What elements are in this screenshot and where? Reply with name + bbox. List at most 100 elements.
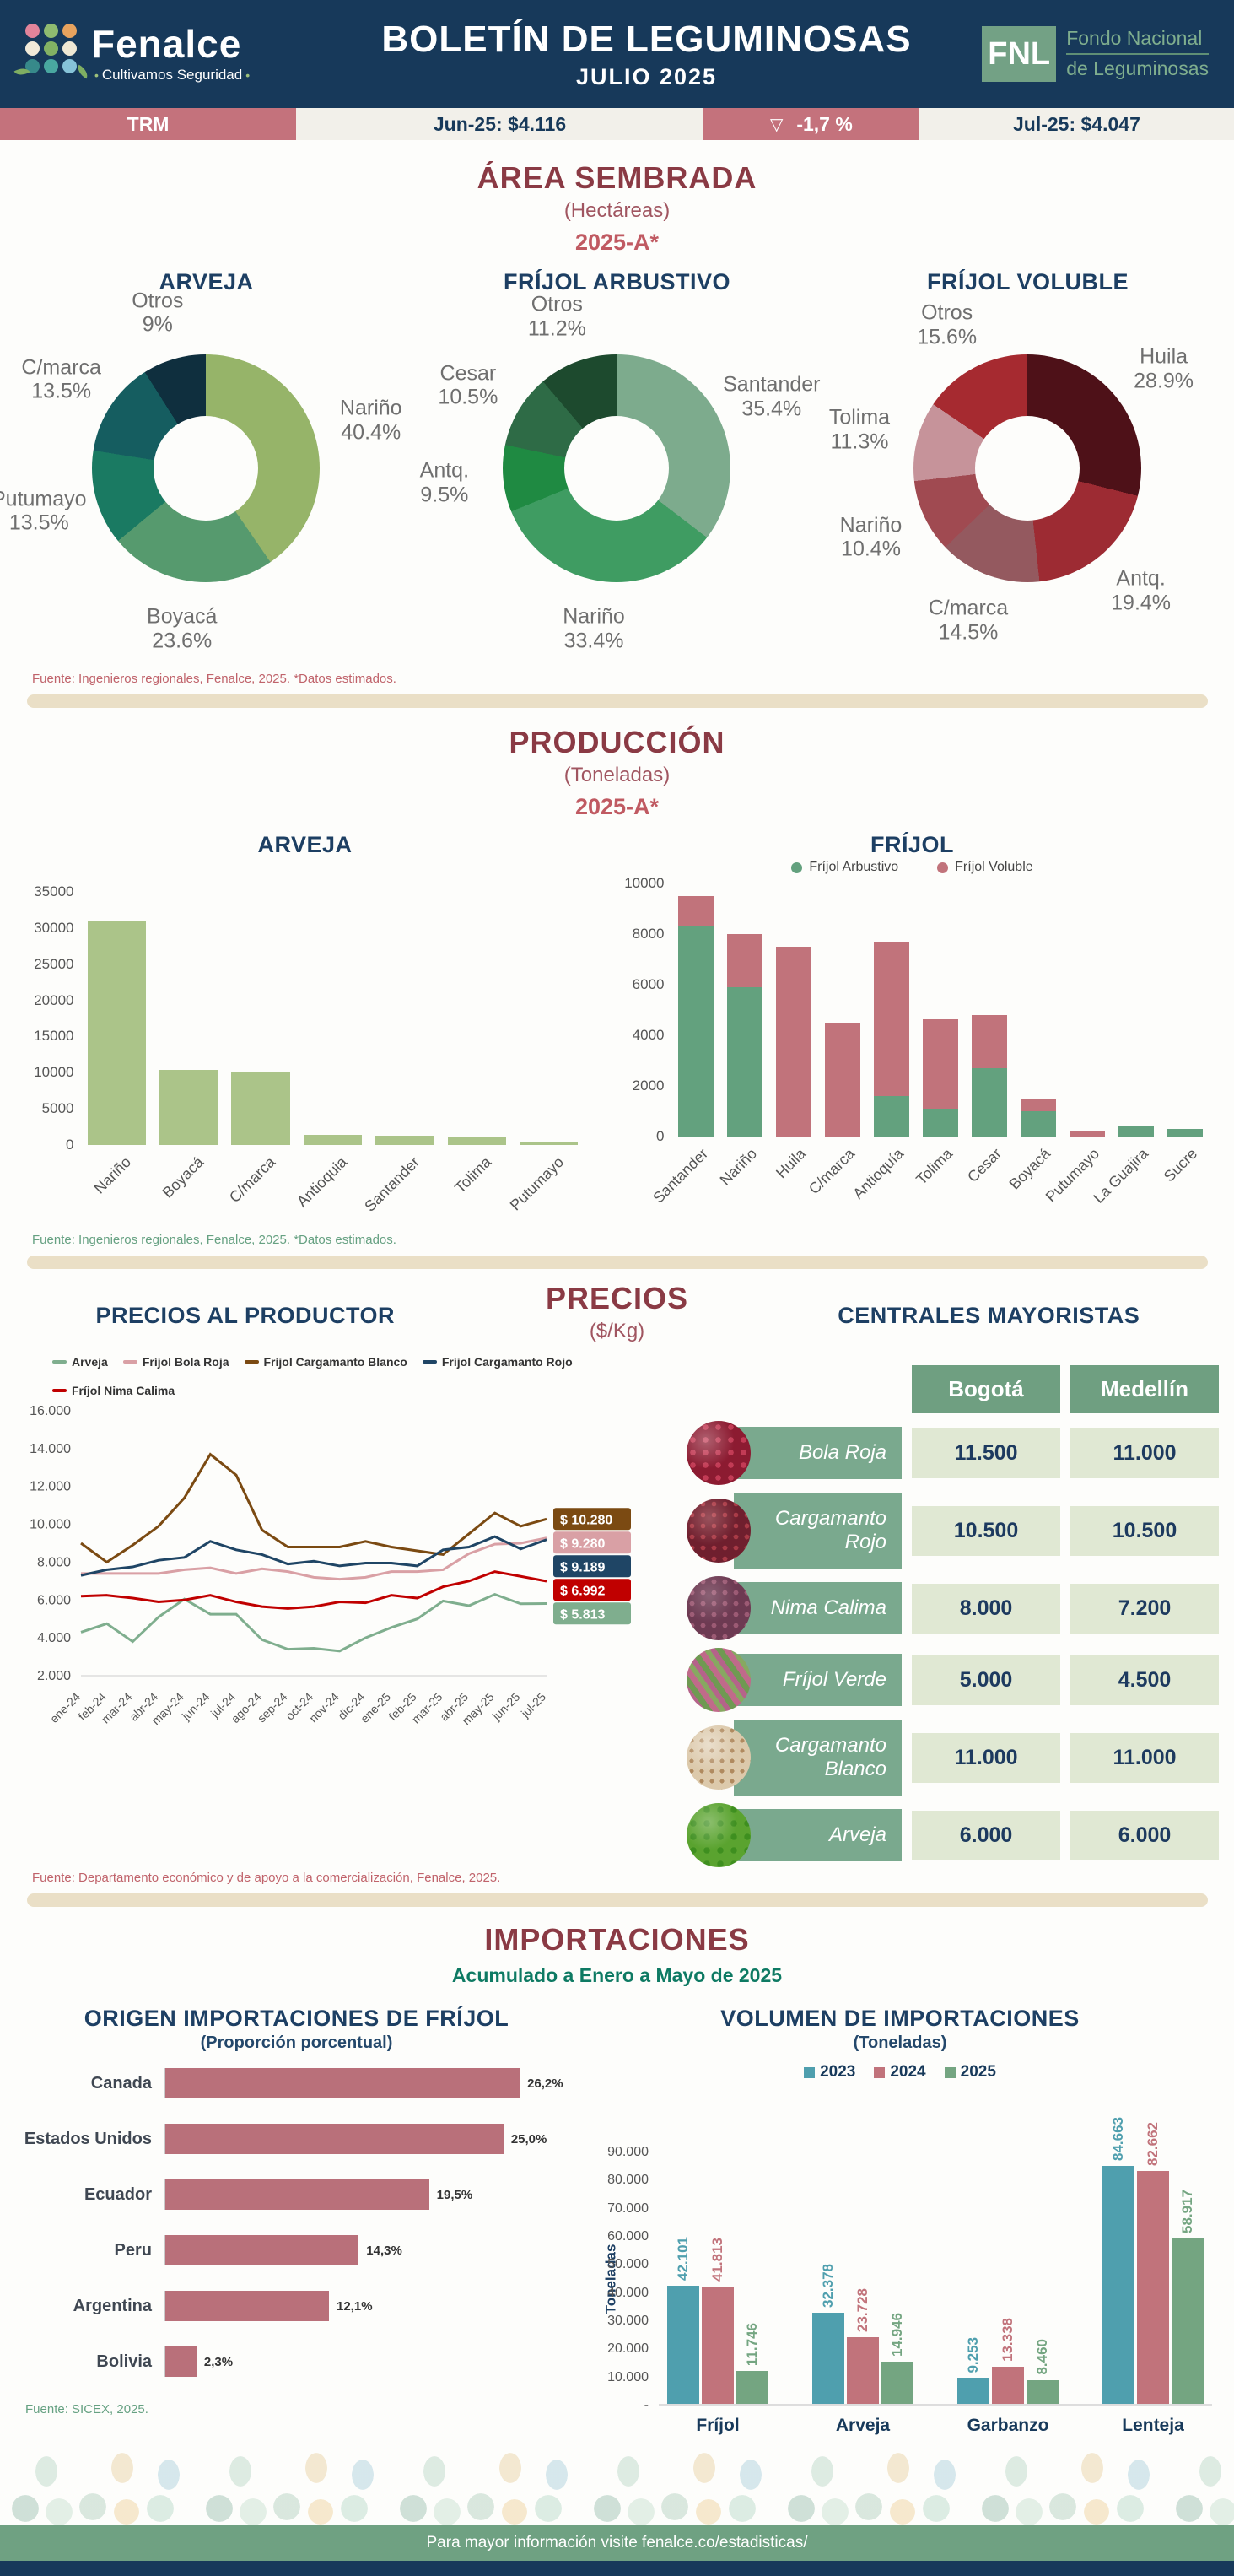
x-tick-label: Boyacá — [159, 1153, 207, 1202]
bar-track: 2,3% — [164, 2346, 571, 2377]
legend-label: Fríjol Voluble — [955, 860, 1033, 875]
legend-item: Fríjol Cargamanto Blanco — [245, 1355, 407, 1369]
bar-value-label: 14.946 — [889, 2313, 906, 2357]
bar-column: Antioquia — [304, 892, 362, 1145]
x-tick-label: jul-25 — [518, 1690, 548, 1720]
value-label: 26,2% — [527, 2076, 563, 2091]
trm-label: TRM — [0, 108, 296, 140]
legend-label: Fríjol Nima Calima — [72, 1384, 175, 1397]
category-label: Fríjol — [696, 2416, 739, 2436]
bar: 41.813 — [702, 2287, 734, 2404]
produccion-unit: (Toneladas) — [0, 764, 1234, 787]
price-label: $ 6.992 — [560, 1584, 605, 1598]
category-label: Arveja — [836, 2416, 890, 2436]
bar-segment — [520, 1142, 578, 1145]
price-cell: 8.000 — [912, 1584, 1060, 1634]
cargamanto-blanco-photo — [687, 1725, 751, 1790]
row-label: Bola Roja — [734, 1427, 902, 1479]
bar-value-label: 41.813 — [709, 2238, 726, 2282]
bar-column: Putumayo — [520, 892, 578, 1145]
legend-label: Fríjol Arbustivo — [809, 860, 898, 875]
bar-value-label: 84.663 — [1110, 2117, 1127, 2161]
legend-item: 2023 — [804, 2063, 855, 2082]
voluble-donut-title: FRÍJOL VOLUBLE — [822, 269, 1233, 295]
volumen-title: VOLUMEN DE IMPORTACIONES — [588, 2006, 1212, 2032]
arveja-photo — [687, 1803, 751, 1867]
brand-tagline: Cultivamos Seguridad — [91, 67, 253, 84]
series-line — [81, 1455, 547, 1563]
bar-column: Boyacá — [1021, 883, 1056, 1137]
y-tick: 0 — [66, 1137, 73, 1153]
bar-segment — [923, 1109, 958, 1137]
bar-segment — [375, 1136, 434, 1145]
x-tick-label: Huila — [773, 1145, 810, 1182]
bar-value-label: 8.460 — [1034, 2339, 1051, 2375]
bar-column: Putumayo — [1070, 883, 1105, 1137]
bar: 58.917 — [1172, 2238, 1204, 2404]
bar-column: Santander — [678, 883, 714, 1137]
legend-square-icon — [804, 2067, 815, 2078]
value-label: 2,3% — [204, 2355, 233, 2369]
country-label: Ecuador — [22, 2185, 164, 2205]
legend-dot-icon — [791, 862, 802, 873]
row-label: Cargamanto Blanco — [734, 1720, 902, 1796]
y-tick: 10000 — [34, 1064, 73, 1081]
y-tick: 25000 — [34, 956, 73, 973]
column-header: Bogotá — [912, 1365, 1060, 1413]
arbustivo-donut-title: FRÍJOL ARBUSTIVO — [412, 269, 822, 295]
bar-track: 25,0% — [164, 2124, 571, 2154]
bar-segment — [825, 1023, 860, 1137]
footer-link[interactable]: Para mayor información visite fenalce.co… — [427, 2534, 808, 2552]
bar-column: Sucre — [1167, 883, 1203, 1137]
legend-label: Arveja — [72, 1355, 108, 1369]
fnl-logo: FNL Fondo Nacional de Leguminosas — [930, 26, 1209, 82]
bar-value-label: 13.338 — [1000, 2318, 1016, 2362]
country-label: Canada — [22, 2074, 164, 2093]
bar-column: Santander — [375, 892, 434, 1145]
bar: 23.728 — [847, 2337, 879, 2404]
x-tick-label: Cesar — [964, 1145, 1005, 1186]
donut-hole — [975, 416, 1080, 521]
y-tick-label: 6.000 — [37, 1593, 71, 1607]
fenalce-logo-icon — [25, 24, 79, 84]
bar-value-label: 9.253 — [965, 2337, 982, 2373]
bar — [165, 2235, 358, 2265]
y-tick: - — [644, 2398, 649, 2413]
bar: 82.662 — [1137, 2171, 1169, 2404]
line-chart-svg: 2.0004.0006.0008.00010.00012.00014.00016… — [15, 1397, 673, 1745]
produccion-source: Fuente: Ingenieros regionales, Fenalce, … — [32, 1233, 1234, 1247]
legend-dash-icon — [423, 1360, 437, 1364]
bar-segment — [776, 947, 811, 1137]
x-tick-label: Nariño — [91, 1153, 135, 1197]
footer-strip — [0, 2561, 1234, 2576]
donut-hole — [564, 416, 669, 521]
bar-segment — [1167, 1129, 1203, 1137]
price-cell: 7.200 — [1070, 1584, 1219, 1634]
x-tick-label: Antioquía — [849, 1145, 908, 1203]
area-source: Fuente: Ingenieros regionales, Fenalce, … — [32, 672, 1234, 686]
price-cell: 6.000 — [1070, 1811, 1219, 1860]
importaciones-title: IMPORTACIONES — [0, 1922, 1234, 1958]
bar-column: Antioquía — [874, 883, 909, 1137]
y-tick: 70.000 — [607, 2201, 649, 2217]
nima-calima-photo — [687, 1576, 751, 1640]
area-period: 2025-A* — [0, 230, 1234, 256]
trm-jul-value: Jul-25: $4.047 — [919, 108, 1234, 140]
price-cell: 11.000 — [1070, 1733, 1219, 1783]
origen-col: ORIGEN IMPORTACIONES DE FRÍJOL (Proporci… — [22, 2006, 571, 2453]
row-label: Nima Calima — [734, 1582, 902, 1634]
trm-bar: TRM Jun-25: $4.116 ▽ -1,7 % Jul-25: $4.0… — [0, 108, 1234, 140]
